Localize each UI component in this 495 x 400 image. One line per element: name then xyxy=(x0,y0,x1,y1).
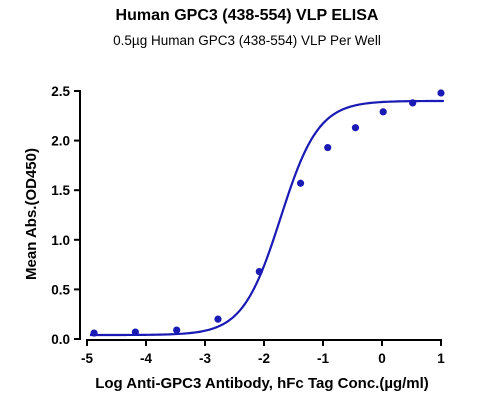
chart-subtitle: 0.5µg Human GPC3 (438-554) VLP Per Well xyxy=(113,33,381,48)
ticks: -5 -4 -3 -2 -1 0 1 0.0 0.5 1.0 1.5 2.0 2.5 xyxy=(51,84,445,366)
data-point xyxy=(255,267,263,276)
x-tick-label: -2 xyxy=(258,351,270,366)
fit-curve-group xyxy=(89,99,444,337)
x-tick-label: -5 xyxy=(81,351,93,366)
data-points xyxy=(90,89,445,337)
y-tick-label: 1.5 xyxy=(51,183,70,198)
y-tick-label: 0.0 xyxy=(51,332,70,347)
x-tick-label: 1 xyxy=(437,351,445,366)
x-tick-label: -3 xyxy=(199,351,211,366)
data-point xyxy=(437,89,445,97)
data-point xyxy=(90,329,98,337)
x-tick-label: 0 xyxy=(378,351,386,366)
data-point xyxy=(131,328,139,336)
x-axis-label: Log Anti-GPC3 Antibody, hFc Tag Conc.(µg… xyxy=(95,375,429,392)
y-tick-label: 2.0 xyxy=(51,134,70,149)
data-point xyxy=(324,143,332,152)
data-point xyxy=(409,99,417,107)
data-point xyxy=(173,326,181,334)
y-axis-label: Mean Abs.(OD450) xyxy=(23,148,40,280)
data-point xyxy=(351,124,360,132)
y-tick-label: 2.5 xyxy=(51,84,70,99)
data-point xyxy=(379,108,387,116)
y-tick-label: 1.0 xyxy=(51,233,70,248)
data-point xyxy=(296,179,305,187)
y-tick-label: 0.5 xyxy=(51,282,70,297)
axes xyxy=(79,90,442,341)
x-tick-label: -4 xyxy=(140,351,152,366)
chart-title: Human GPC3 (438-554) VLP ELISA xyxy=(116,7,379,24)
data-point xyxy=(214,315,222,323)
fit-curve xyxy=(89,99,444,337)
x-tick-label: -1 xyxy=(317,351,329,366)
